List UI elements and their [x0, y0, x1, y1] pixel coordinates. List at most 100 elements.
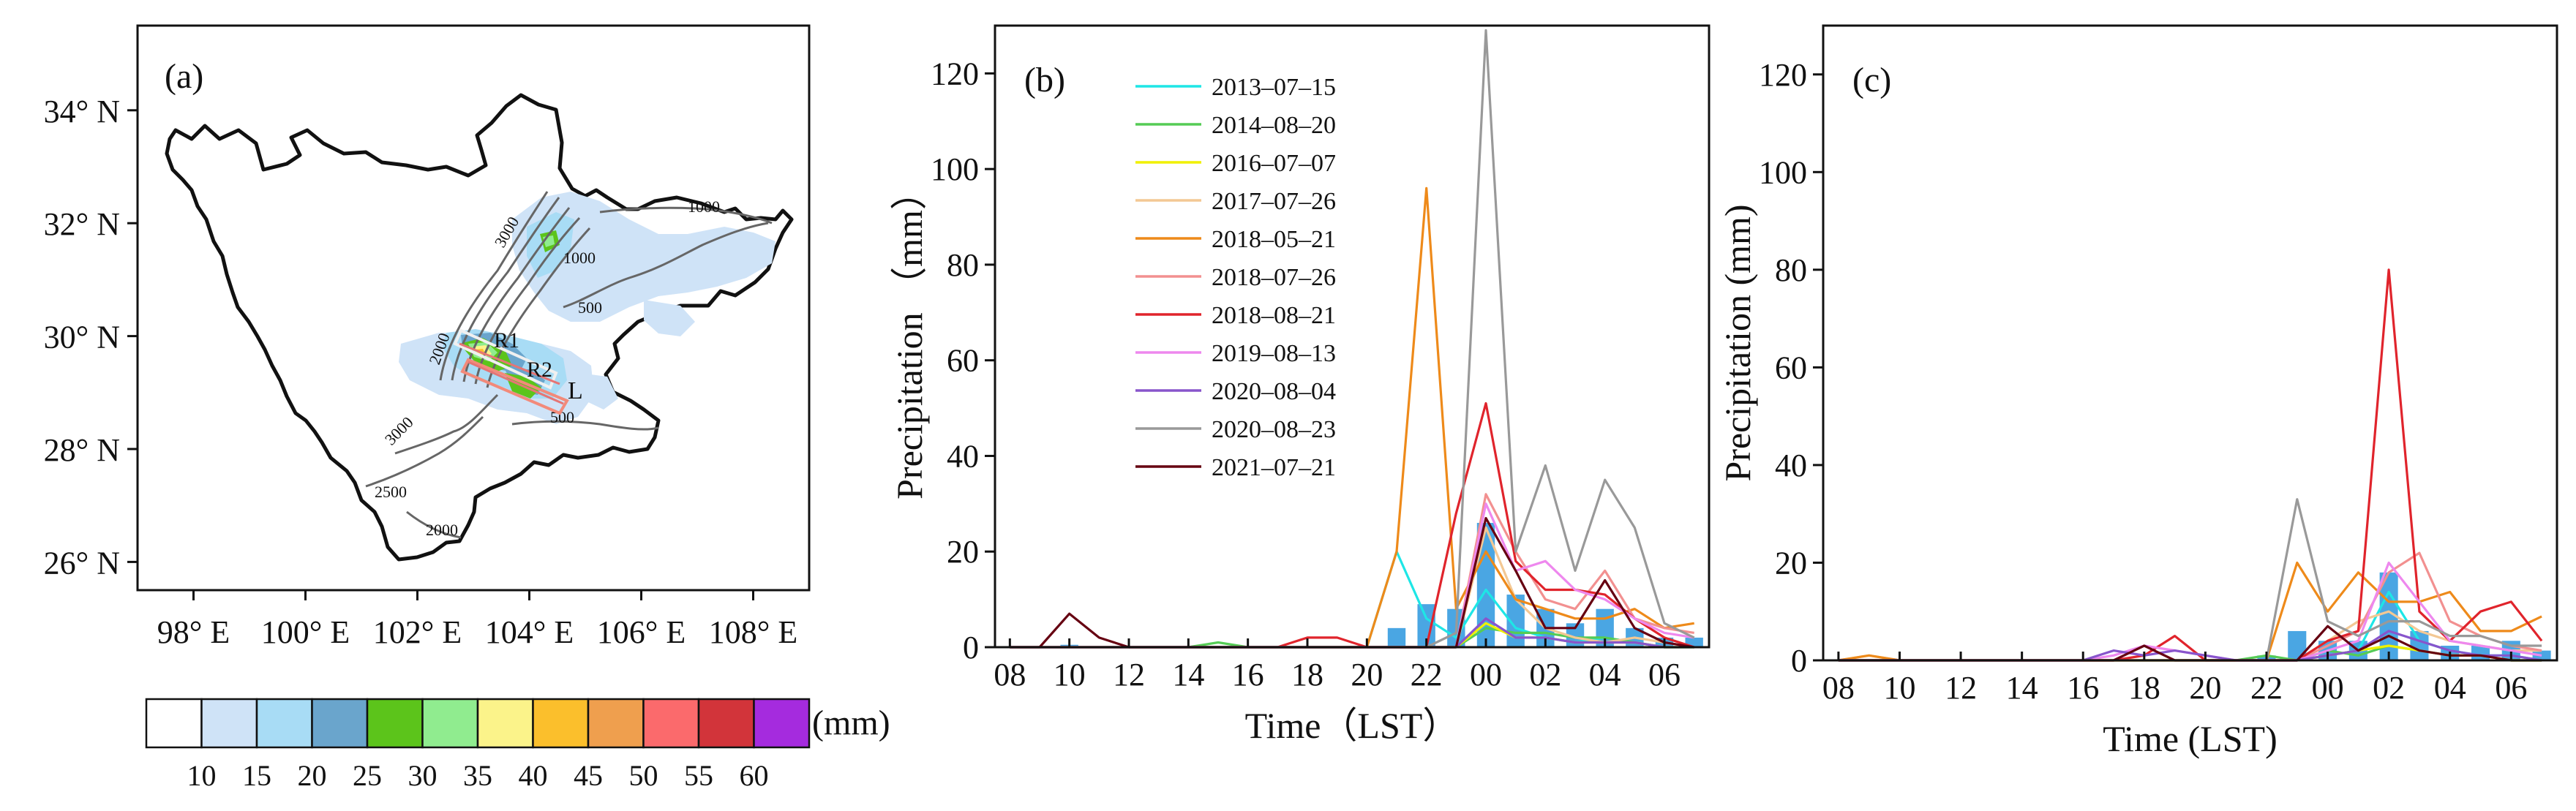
colorbar-tick-label: 15 [242, 759, 271, 792]
y-tick-label: 120 [931, 56, 979, 91]
lat-tick-label: 34° N [44, 94, 120, 129]
svg-text:2000: 2000 [426, 521, 458, 539]
colorbar-tick-label: 55 [684, 759, 713, 792]
lon-tick-label: 102° E [373, 614, 462, 650]
legend-label: 2018–08–21 [1212, 302, 1336, 329]
lon-tick-label: 98° E [157, 614, 230, 650]
region-boxes [453, 328, 569, 415]
y-tick-label: 100 [1759, 154, 1807, 190]
colorbar-swatch [255, 698, 313, 749]
legend-label: 2018–05–21 [1212, 226, 1336, 253]
colorbar-swatch [753, 698, 811, 749]
colorbar-swatch [532, 698, 590, 749]
colorbar-swatch [366, 698, 424, 749]
legend-label: 2013–07–15 [1212, 74, 1336, 101]
legend-label: 2019–08–13 [1212, 340, 1336, 367]
colorbar-swatch [697, 698, 755, 749]
lon-tick-label: 100° E [261, 614, 350, 650]
lat-axis: 34° N 32° N 30° N 28° N 26° N [44, 94, 138, 581]
x-tick-label: 02 [2373, 670, 2405, 706]
x-tick-label: 06 [2495, 670, 2527, 706]
y-tick-label: 80 [947, 247, 979, 283]
x-tick-label: 00 [1470, 657, 1502, 693]
x-tick-label: 22 [1411, 657, 1443, 693]
series-line [1010, 550, 1694, 649]
colorbar-swatch [476, 698, 534, 749]
x-tick-label: 16 [2067, 670, 2099, 706]
svg-text:2500: 2500 [375, 483, 407, 501]
series-line [1010, 627, 1694, 649]
svg-text:500: 500 [578, 298, 602, 317]
colorbar-tick-label: 25 [353, 759, 382, 792]
svg-text:1000: 1000 [688, 197, 720, 216]
map-frame [136, 24, 811, 592]
x-tick-label: 18 [2128, 670, 2160, 706]
y-tick-label: 20 [1775, 545, 1807, 581]
y-axis-label: Precipitation （mm） [889, 173, 930, 499]
colorbar-tick-label: 10 [187, 759, 217, 792]
series-line [1010, 502, 1694, 649]
x-tick-label: 10 [1883, 670, 1915, 706]
y-tick-label: 60 [947, 343, 979, 379]
colorbar-tick-label: 20 [298, 759, 327, 792]
lon-axis: 98° E 100° E 102° E 104° E 106° E 108° E [157, 590, 797, 650]
x-tick-label: 14 [2006, 670, 2038, 706]
colorbar-tick-label: 50 [629, 759, 658, 792]
panel-c-chart: 0 20 40 60 80 100 120 08 10 12 14 16 18 20 22 00 02 04 06 T… [1717, 24, 2558, 759]
x-tick-label: 22 [2250, 670, 2283, 706]
y-tick-label: 40 [947, 438, 979, 474]
legend-label: 2021–07–21 [1212, 454, 1336, 481]
x-tick-label: 12 [1113, 657, 1145, 693]
colorbar-swatch [587, 698, 645, 749]
x-tick-label: 08 [994, 657, 1026, 693]
lon-tick-label: 108° E [709, 614, 797, 650]
series-line [1838, 551, 2542, 662]
plot-frame [994, 24, 1711, 649]
x-tick-label: 16 [1232, 657, 1264, 693]
y-tick-label: 0 [963, 630, 979, 665]
x-tick-label: 00 [2312, 670, 2344, 706]
colorbar-tick-label: 60 [740, 759, 769, 792]
x-tick-label: 14 [1172, 657, 1204, 693]
x-tick-label: 18 [1291, 657, 1323, 693]
y-tick-label: 20 [947, 534, 979, 570]
contour-labels: 1000 1000 3000 500 2000 3000 500 2500 20… [375, 197, 720, 539]
x-tick-label: 20 [2189, 670, 2221, 706]
plot-frame [1822, 24, 2558, 662]
panel-label: (b) [1024, 61, 1065, 99]
x-tick-label: 04 [1589, 657, 1621, 693]
x-tick-label: 02 [1529, 657, 1561, 693]
colorbar-tick-label: 40 [519, 759, 548, 792]
x-axis-label: Time (LST) [2103, 718, 2277, 759]
series-line [1838, 625, 2542, 662]
svg-text:1000: 1000 [563, 249, 596, 267]
lat-tick-label: 30° N [44, 320, 120, 355]
lat-tick-label: 28° N [44, 432, 120, 468]
precip-colorbar: 10 15 20 25 30 35 40 45 50 55 60 [145, 698, 811, 792]
legend-label: 2018–07–26 [1212, 264, 1336, 291]
colorbar-tick-label: 35 [463, 759, 492, 792]
lon-tick-label: 104° E [485, 614, 574, 650]
colorbar-unit: (mm) [812, 704, 890, 742]
y-tick-label: 100 [931, 151, 979, 187]
series-line [1838, 268, 2543, 662]
x-tick-label: 12 [1945, 670, 1977, 706]
province-outline [165, 93, 794, 562]
series-line [1010, 401, 1695, 649]
legend-label: 2017–07–26 [1212, 188, 1336, 215]
mean-bar [2410, 630, 2429, 660]
y-tick-label: 40 [1775, 448, 1807, 483]
x-axis-label: Time（LST） [1245, 705, 1460, 746]
lon-tick-label: 106° E [597, 614, 686, 650]
colorbar-swatch [421, 698, 479, 749]
x-tick-label: 08 [1822, 670, 1855, 706]
legend-label: 2020–08–04 [1212, 378, 1336, 405]
x-tick-label: 10 [1054, 657, 1086, 693]
colorbar-swatch [200, 698, 258, 749]
x-tick-label: 20 [1351, 657, 1383, 693]
colorbar-swatch [311, 698, 369, 749]
y-axis-label: Precipitation (mm) [1717, 204, 1758, 481]
colorbar-swatch [642, 698, 700, 749]
x-tick-label: 06 [1648, 657, 1681, 693]
